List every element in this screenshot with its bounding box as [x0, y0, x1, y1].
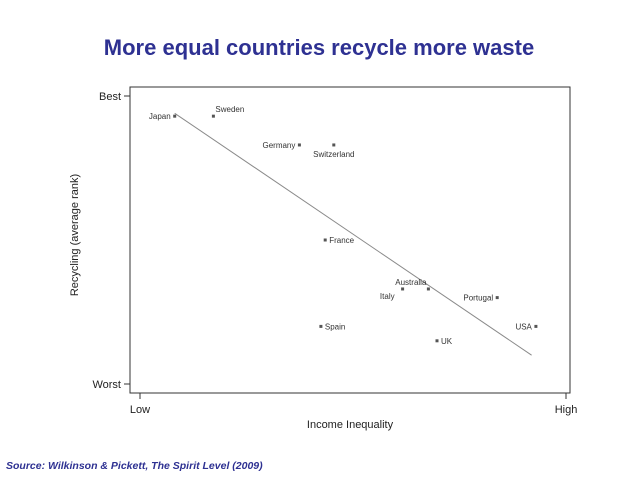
data-point — [332, 143, 336, 147]
data-point — [495, 296, 499, 300]
data-label: Portugal — [463, 294, 493, 303]
data-label: Germany — [262, 141, 295, 150]
y-axis-title: Recycling (average rank) — [69, 174, 81, 296]
plot-frame — [129, 86, 571, 394]
chart-title: More equal countries recycle more waste — [103, 35, 535, 60]
data-point — [435, 339, 439, 343]
data-label: France — [329, 236, 354, 245]
data-point — [534, 324, 538, 328]
data-point — [319, 324, 323, 328]
data-label: Sweden — [215, 105, 244, 114]
y-tick-label: Worst — [92, 379, 121, 391]
x-axis-title: Income Inequality — [307, 419, 394, 431]
data-label: Japan — [149, 112, 171, 121]
data-label: Switzerland — [313, 150, 354, 159]
data-point — [211, 114, 215, 118]
data-label: Italy — [380, 292, 395, 301]
data-label: UK — [441, 337, 453, 346]
data-label: Australia — [395, 278, 427, 287]
data-point — [173, 114, 177, 118]
data-point — [401, 287, 405, 291]
x-tick-label: Low — [130, 404, 150, 416]
trend-line — [174, 112, 532, 356]
y-tick-label: Best — [99, 91, 121, 103]
source-note: Source: Wilkinson & Pickett, The Spirit … — [6, 460, 263, 472]
data-point — [426, 287, 430, 291]
data-point — [323, 238, 327, 242]
data-label: Spain — [325, 322, 345, 331]
data-point — [297, 143, 301, 147]
data-label: USA — [515, 322, 532, 331]
x-tick-label: High — [555, 404, 578, 416]
